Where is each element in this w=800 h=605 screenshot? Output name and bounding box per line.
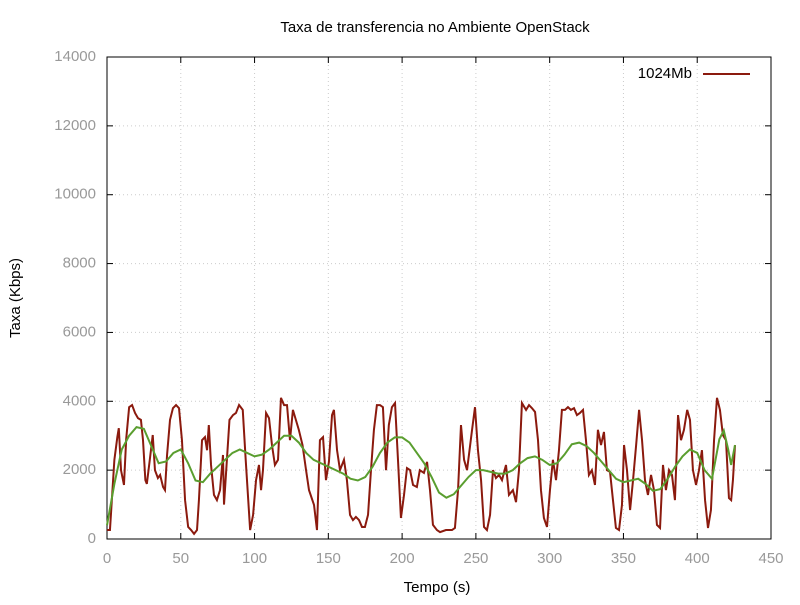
y-tick-label: 2000 bbox=[63, 461, 96, 478]
x-tick-label: 150 bbox=[316, 550, 341, 567]
x-tick-label: 350 bbox=[611, 550, 636, 567]
x-tick-label: 400 bbox=[685, 550, 710, 567]
y-tick-label: 0 bbox=[88, 530, 96, 547]
x-axis-label: Tempo (s) bbox=[404, 579, 471, 596]
y-axis-label: Taxa (Kbps) bbox=[7, 258, 24, 338]
y-tick-label: 4000 bbox=[63, 392, 96, 409]
x-tick-label: 300 bbox=[537, 550, 562, 567]
x-tick-label: 50 bbox=[172, 550, 189, 567]
y-tick-label: 8000 bbox=[63, 255, 96, 272]
y-tick-label: 10000 bbox=[54, 186, 96, 203]
y-tick-label: 6000 bbox=[63, 323, 96, 340]
x-tick-label: 0 bbox=[103, 550, 111, 567]
x-tick-label: 200 bbox=[390, 550, 415, 567]
legend-label: 1024Mb bbox=[638, 65, 692, 82]
x-tick-label: 100 bbox=[242, 550, 267, 567]
plot-frame bbox=[106, 56, 772, 540]
x-tick-label: 250 bbox=[463, 550, 488, 567]
series-line bbox=[107, 397, 736, 536]
x-tick-label: 450 bbox=[758, 550, 783, 567]
y-tick-label: 12000 bbox=[54, 117, 96, 134]
series-line bbox=[106, 425, 736, 526]
y-tick-label: 14000 bbox=[54, 48, 96, 65]
chart-title: Taxa de transferencia no Ambiente OpenSt… bbox=[280, 19, 590, 36]
